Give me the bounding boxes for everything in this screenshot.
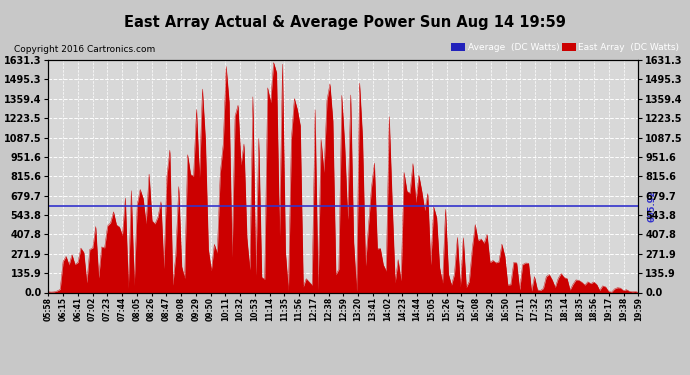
Text: East Array Actual & Average Power Sun Aug 14 19:59: East Array Actual & Average Power Sun Au…: [124, 15, 566, 30]
Text: Copyright 2016 Cartronics.com: Copyright 2016 Cartronics.com: [14, 45, 155, 54]
Legend: Average  (DC Watts), East Array  (DC Watts): Average (DC Watts), East Array (DC Watts…: [448, 40, 682, 55]
Text: 605.92: 605.92: [647, 190, 657, 222]
